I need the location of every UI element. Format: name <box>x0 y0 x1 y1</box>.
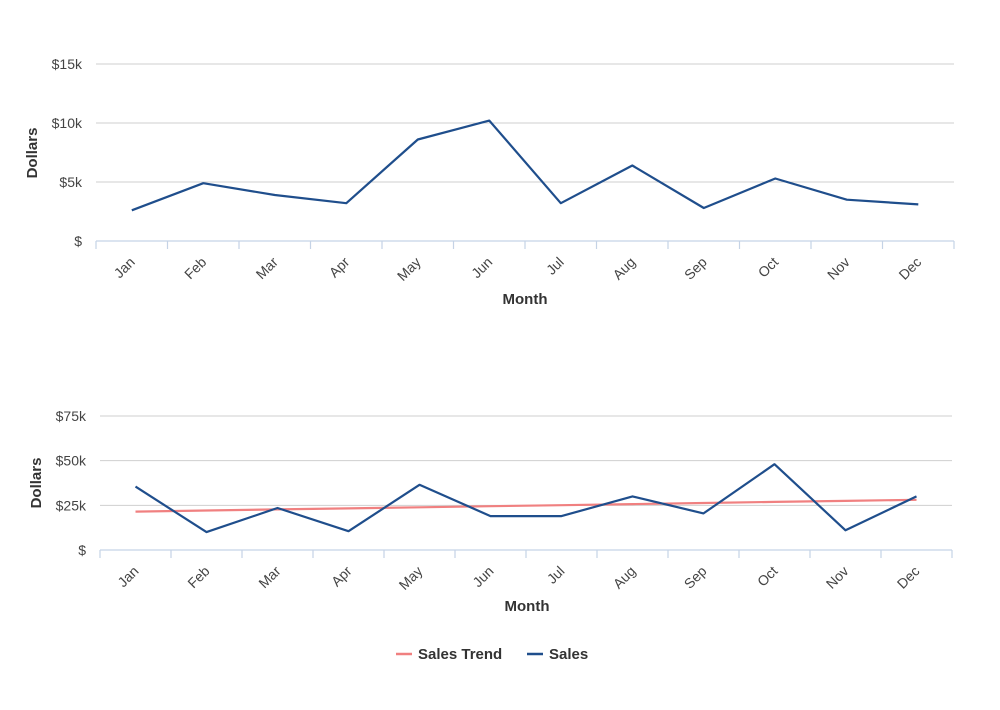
chart1-y-axis-title: Dollars <box>24 128 41 179</box>
legend-item-sales-trend[interactable]: Sales Trend <box>396 646 502 663</box>
chart1-point-sales[interactable] <box>416 138 420 142</box>
chart-sales-with-trend: $ $25k $50k $75k Jan Feb Mar Apr May Jun Jul Aug Se… <box>28 408 953 663</box>
chart1-x-tick-label: Mar <box>252 254 281 283</box>
chart1-series-line-sales[interactable] <box>131 119 919 212</box>
chart2-series-line-sales-trend[interactable] <box>135 498 917 513</box>
chart2-x-tick-label: Jun <box>469 563 496 590</box>
legend-item-sales[interactable]: Sales <box>527 646 588 663</box>
chart1-y-tick-label: $5k <box>59 174 83 190</box>
chart1-y-tick-label: $ <box>74 233 82 249</box>
chart2-x-tick-label: Dec <box>894 563 923 592</box>
chart2-point-sales-trend[interactable] <box>560 503 564 507</box>
chart2-point-sales-trend[interactable] <box>347 506 351 510</box>
chart2-point-sales[interactable] <box>276 506 280 510</box>
chart1-x-tick-label: Oct <box>755 254 782 281</box>
chart1-x-tick-label: Jun <box>468 254 495 281</box>
chart2-point-sales[interactable] <box>489 514 493 518</box>
chart1-y-tick-label: $10k <box>52 115 83 131</box>
chart2-y-tick-label: $75k <box>56 408 87 424</box>
chart-monthly-sales: $ $5k $10k $15k Jan Feb Mar Apr May Jun Jul Aug Sep… <box>24 56 955 308</box>
chart1-point-sales[interactable] <box>559 201 563 205</box>
chart1-x-tick-label: Dec <box>895 254 924 283</box>
chart2-point-sales[interactable] <box>631 494 635 498</box>
chart1-x-tick-label: Apr <box>326 254 353 281</box>
chart2-x-axis-title: Month <box>505 598 550 615</box>
chart2-point-sales-trend[interactable] <box>134 510 138 514</box>
chart2-x-tick-label: Aug <box>610 563 639 592</box>
chart1-point-sales[interactable] <box>201 181 205 185</box>
chart1-point-sales[interactable] <box>916 202 920 206</box>
chart2-point-sales[interactable] <box>844 528 848 532</box>
chart1-y-tick-label: $15k <box>52 56 83 72</box>
chart2-y-tick-label: $50k <box>56 453 87 469</box>
chart2-y-tick-label: $25k <box>56 497 87 513</box>
chart2-point-sales-trend[interactable] <box>844 499 848 503</box>
chart2-point-sales-trend[interactable] <box>631 502 635 506</box>
chart1-x-tick-label: Sep <box>681 254 710 283</box>
chart2-point-sales[interactable] <box>560 514 564 518</box>
chart1-point-sales[interactable] <box>845 198 849 202</box>
chart2-x-tick-label: May <box>396 563 426 593</box>
chart2-point-sales-trend[interactable] <box>205 509 209 513</box>
chart2-x-tick-label: Sep <box>681 563 710 592</box>
chart1-x-tick-label: Nov <box>824 254 853 283</box>
chart2-point-sales-trend[interactable] <box>702 501 706 505</box>
chart2-x-tick-label: Nov <box>823 563 852 592</box>
chart2-point-sales[interactable] <box>702 511 706 515</box>
chart2-point-sales[interactable] <box>134 485 138 489</box>
chart2-y-axis-title: Dollars <box>28 458 45 509</box>
chart2-point-sales-trend[interactable] <box>489 504 493 508</box>
chart1-point-sales[interactable] <box>344 201 348 205</box>
chart2-point-sales[interactable] <box>205 530 209 534</box>
chart2-point-sales[interactable] <box>773 462 777 466</box>
chart1-x-tick-label: Jan <box>111 254 138 281</box>
chart1-x-tick-label: Feb <box>181 254 210 283</box>
chart2-x-tick-label: Jul <box>544 563 568 587</box>
legend-label-sales: Sales <box>549 646 588 663</box>
chart1-point-sales[interactable] <box>630 163 634 167</box>
chart1-point-sales[interactable] <box>130 208 134 212</box>
chart1-x-tick-label: Aug <box>609 254 638 283</box>
chart2-x-tick-label: Oct <box>754 563 781 590</box>
chart2-x-tick-label: Jan <box>114 563 141 590</box>
chart2-point-sales[interactable] <box>915 494 919 498</box>
chart2-y-tick-label: $ <box>78 542 86 558</box>
legend: Sales Trend Sales <box>396 646 588 663</box>
chart1-point-sales[interactable] <box>487 119 491 123</box>
chart1-point-sales[interactable] <box>702 206 706 210</box>
chart1-x-axis-title: Month <box>503 291 548 308</box>
chart2-series-line-sales[interactable] <box>134 463 917 534</box>
chart2-point-sales-trend[interactable] <box>418 505 422 509</box>
chart2-point-sales-trend[interactable] <box>773 500 777 504</box>
chart2-point-sales[interactable] <box>347 529 351 533</box>
chart1-point-sales[interactable] <box>773 176 777 180</box>
legend-label-sales-trend: Sales Trend <box>418 646 502 663</box>
chart1-x-tick-label: May <box>394 254 424 284</box>
chart2-x-tick-label: Mar <box>255 563 284 592</box>
chart1-point-sales[interactable] <box>273 193 277 197</box>
chart2-x-tick-label: Feb <box>184 563 213 592</box>
chart2-point-sales[interactable] <box>418 483 422 487</box>
chart2-x-tick-label: Apr <box>328 563 355 590</box>
chart1-x-tick-label: Jul <box>543 254 567 278</box>
